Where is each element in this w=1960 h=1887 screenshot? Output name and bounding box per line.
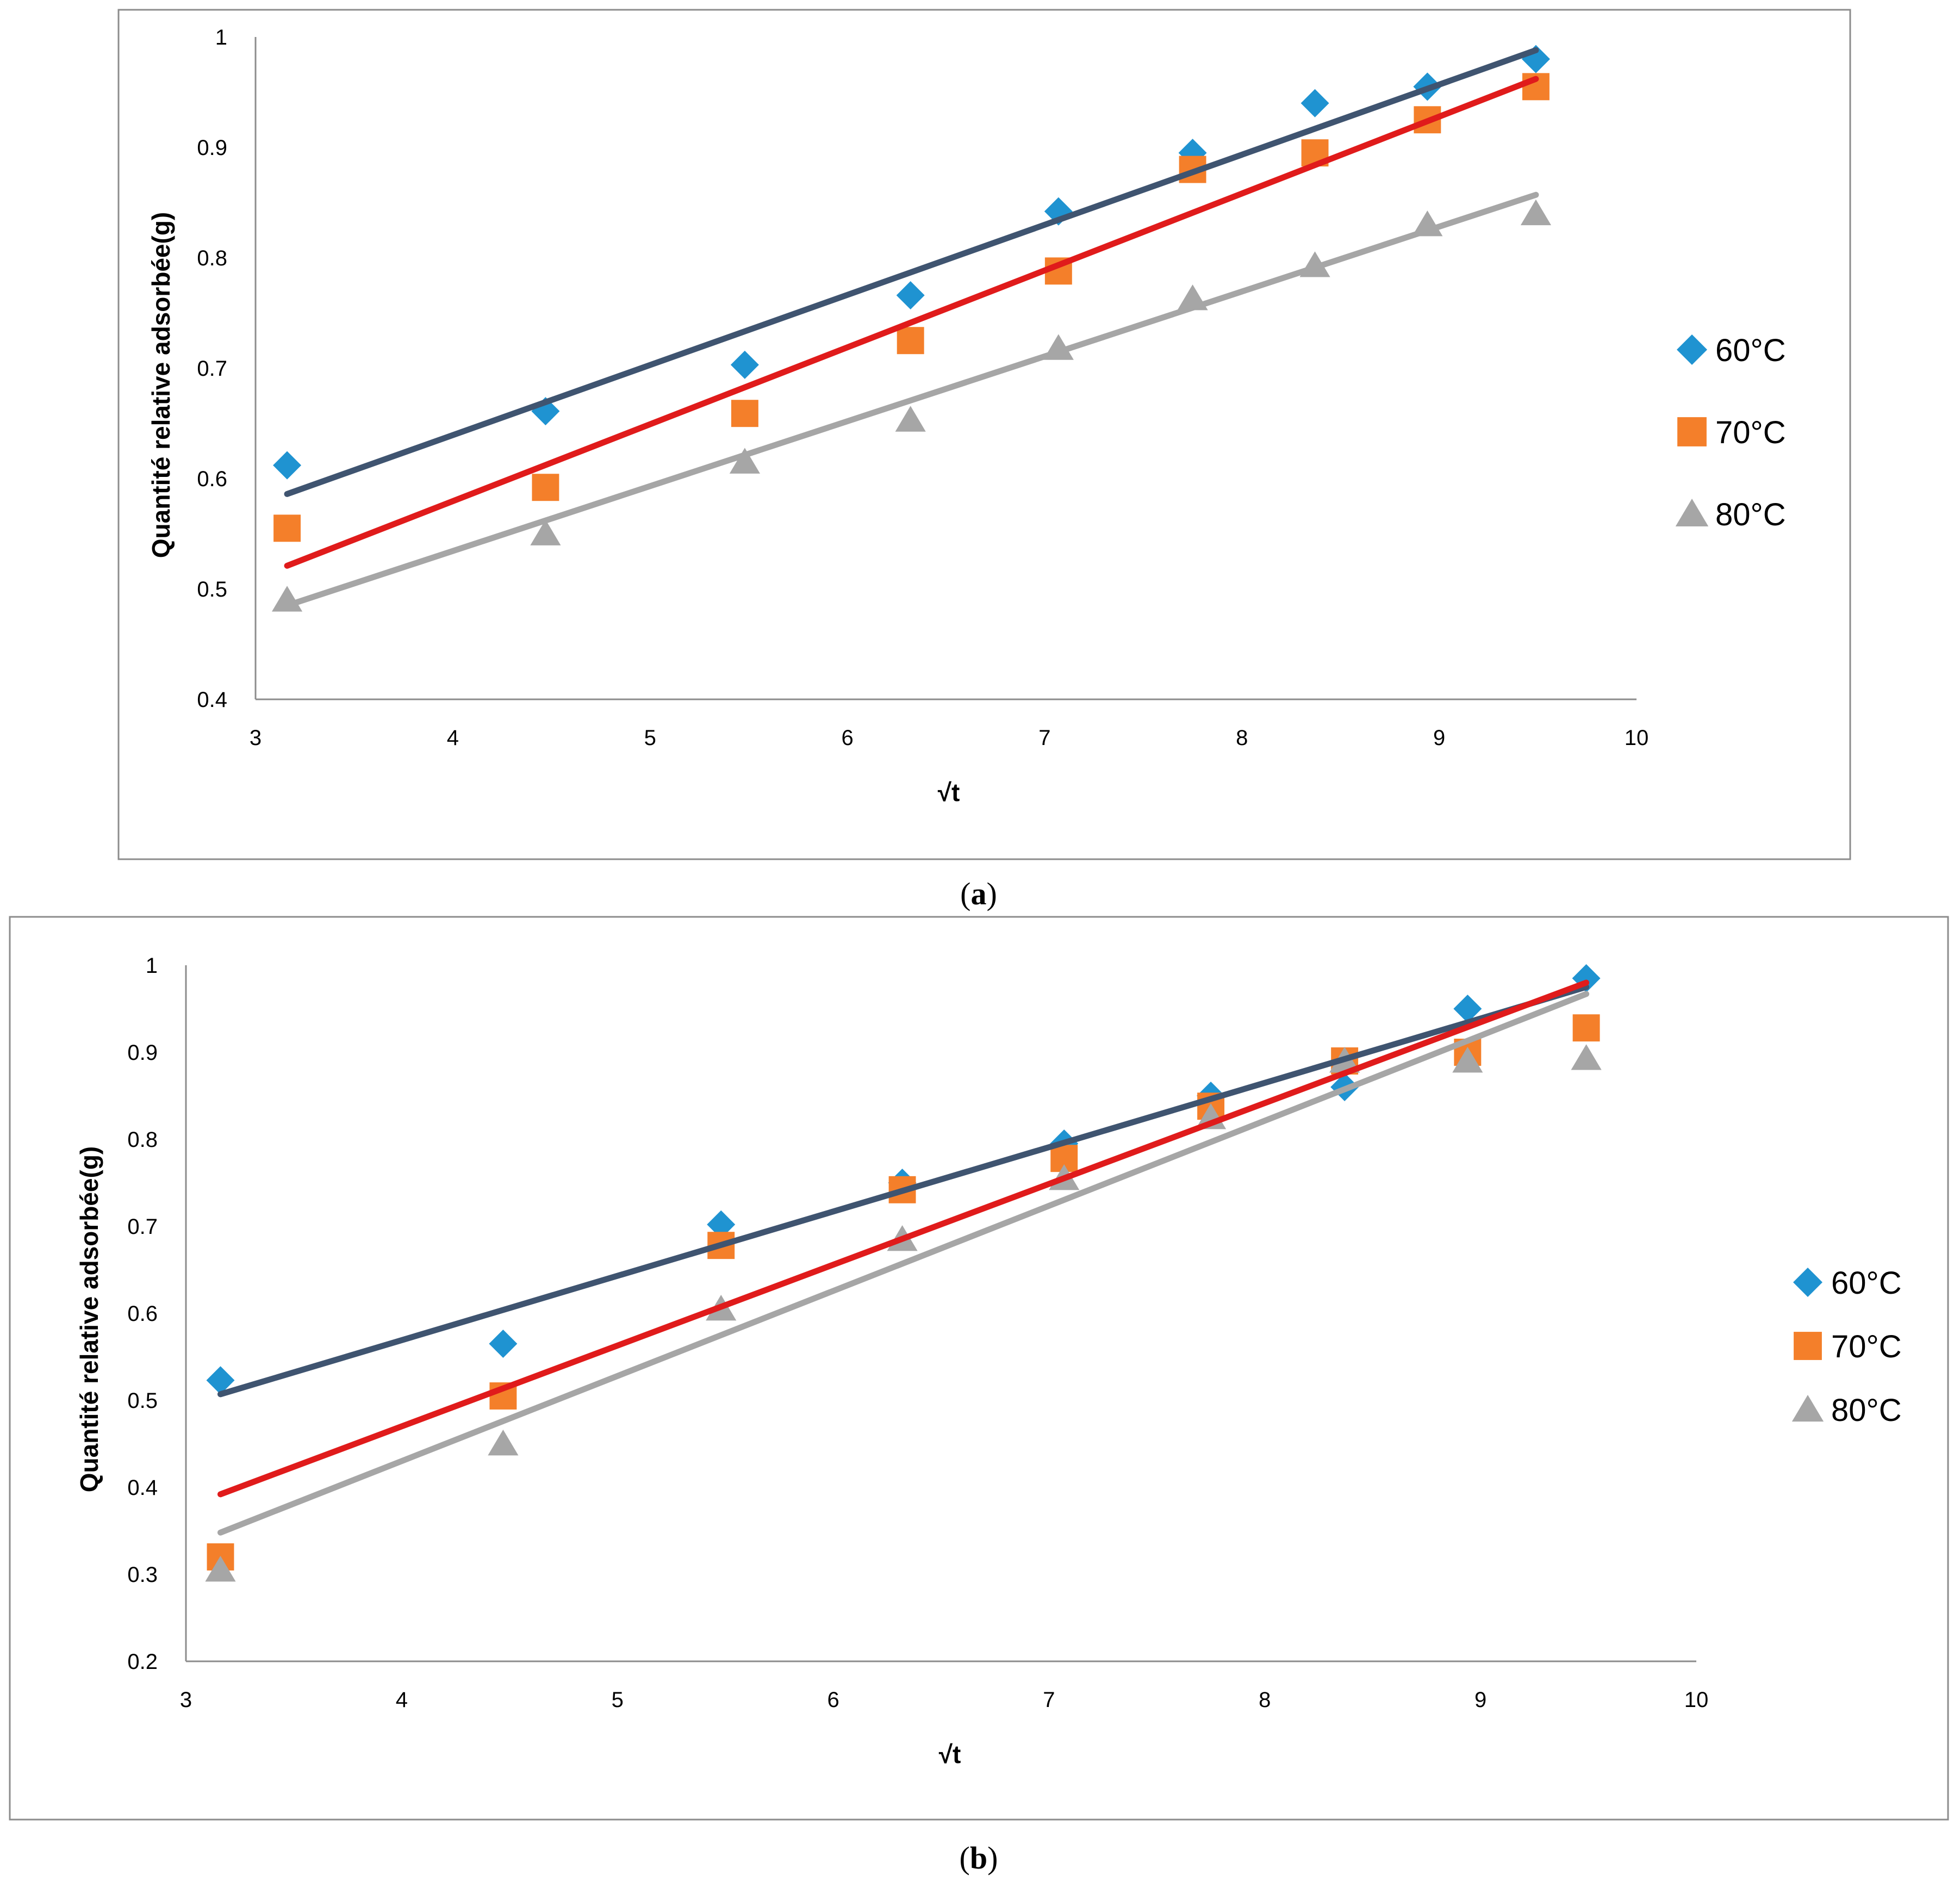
chart-a-point-diamond [730, 350, 759, 379]
chart-a-point-square [731, 400, 758, 427]
chart-a-y-tick-label: 0.8 [197, 246, 227, 270]
chart-a-point-diamond [1301, 89, 1329, 117]
chart-a-x-axis-label: √t [938, 778, 960, 806]
chart-a-y-axis-label: Quantité relative adsorbée(g) [147, 212, 175, 558]
chart-b-plot: 0.2 0.3 0.4 0.5 0.6 0.7 0.8 0.9 1 3 4 5 6 7 8 9 10 60°C 70… [127, 954, 1901, 1712]
chart-a-legend-triangle-icon [1675, 499, 1709, 526]
chart-a-x-tick-label: 4 [447, 726, 459, 750]
chart-a-point-square [532, 474, 559, 501]
chart-a-plot: 0.4 0.5 0.6 0.7 0.8 0.9 1 3 4 5 6 7 8 9 10 60°C 70°C 80°C [197, 26, 1785, 750]
chart-a-legend-label: 80°C [1715, 497, 1786, 532]
chart-a-y-tick-label: 0.4 [197, 688, 227, 712]
chart-b-trendline-2 [217, 979, 1590, 1498]
chart-panel-b: 0.2 0.3 0.4 0.5 0.6 0.7 0.8 0.9 1 3 4 5 6 7 8 9 10 60°C 70… [9, 916, 1949, 1821]
chart-b-x-axis-label: √t [939, 1740, 961, 1768]
chart-b-y-tick-label: 0.5 [127, 1389, 158, 1413]
chart-b-x-tick-label: 4 [396, 1688, 408, 1712]
chart-a-legend-diamond-icon [1677, 334, 1707, 365]
chart-a-frame [117, 9, 1851, 860]
chart-b-point-triangle [1452, 1047, 1483, 1073]
chart-b-legend-diamond-icon [1793, 1268, 1822, 1297]
chart-b-point-square [1572, 1014, 1600, 1042]
chart-a-x-tick-label: 10 [1625, 726, 1649, 750]
chart-b-legend-square-icon [1794, 1332, 1822, 1360]
chart-b-trendline-1 [217, 984, 1590, 1398]
chart-a-x-tick-label: 5 [644, 726, 656, 750]
chart-b-y-tick-label: 0.3 [127, 1563, 158, 1587]
chart-b-x-tick-label: 7 [1043, 1688, 1055, 1712]
chart-b-point-triangle [1571, 1044, 1602, 1070]
chart-b-y-tick-label: 0.4 [127, 1476, 158, 1500]
chart-b-legend-label: 80°C [1831, 1393, 1902, 1428]
chart-panel-a: 0.4 0.5 0.6 0.7 0.8 0.9 1 3 4 5 6 7 8 9 10 60°C 70°C 80°C… [117, 9, 1851, 860]
chart-a-y-tick-label: 1 [215, 26, 227, 49]
chart-a-point-triangle [729, 448, 760, 474]
chart-a-trendline-3 [284, 191, 1539, 609]
chart-a-point-diamond [896, 281, 925, 310]
chart-a-x-tick-label: 8 [1236, 726, 1248, 750]
chart-b-legend-label: 70°C [1831, 1329, 1902, 1364]
chart-a-trendline-1 [284, 47, 1539, 497]
chart-b-legend-label: 60°C [1831, 1265, 1902, 1301]
chart-a-legend-label: 60°C [1715, 333, 1786, 368]
chart-a-x-tick-label: 7 [1038, 726, 1050, 750]
chart-a-point-square [897, 327, 924, 355]
chart-b-y-axis-label: Quantité relative adsorbée(g) [75, 1146, 103, 1493]
chart-b-y-tick-label: 0.7 [127, 1215, 158, 1239]
chart-b-y-tick-label: 0.9 [127, 1041, 158, 1065]
chart-a-legend-square-icon [1677, 417, 1707, 446]
chart-a-x-tick-label: 6 [841, 726, 853, 750]
chart-a-y-tick-label: 0.6 [197, 467, 227, 491]
chart-b-x-tick-label: 6 [827, 1688, 839, 1712]
chart-b-y-tick-label: 0.2 [127, 1650, 158, 1674]
chart-b-point-diamond [489, 1330, 518, 1358]
chart-b-point-diamond [707, 1210, 736, 1239]
chart-b-y-tick-label: 0.6 [127, 1302, 158, 1326]
chart-b-trendline-3 [217, 991, 1590, 1536]
chart-a-y-tick-label: 0.5 [197, 578, 227, 601]
chart-b-x-tick-label: 10 [1684, 1688, 1709, 1712]
chart-a-point-diamond [273, 451, 302, 480]
chart-a-point-triangle [895, 406, 926, 432]
chart-b-y-tick-label: 0.8 [127, 1128, 158, 1152]
chart-a-x-tick-label: 9 [1433, 726, 1445, 750]
caption-b: (b) [960, 1840, 998, 1876]
chart-a-y-tick-label: 0.9 [197, 136, 227, 160]
chart-a-x-tick-label: 3 [250, 726, 262, 750]
chart-a-y-tick-label: 0.7 [197, 357, 227, 381]
chart-b-x-tick-label: 8 [1259, 1688, 1271, 1712]
chart-b-point-triangle [488, 1430, 519, 1456]
chart-b-point-diamond [206, 1366, 235, 1395]
chart-a-point-triangle [530, 519, 561, 545]
chart-b-legend-triangle-icon [1791, 1395, 1824, 1422]
chart-a-point-square [273, 514, 301, 542]
chart-b-point-diamond [1453, 995, 1482, 1023]
chart-b-x-tick-label: 5 [612, 1688, 624, 1712]
chart-a-legend-label: 70°C [1715, 415, 1786, 450]
chart-b-point-triangle [205, 1556, 236, 1582]
chart-b-y-tick-label: 1 [146, 954, 158, 978]
chart-a-point-triangle [1520, 199, 1552, 226]
chart-b-x-tick-label: 3 [180, 1688, 192, 1712]
chart-b-frame [9, 916, 1949, 1821]
chart-b-x-tick-label: 9 [1474, 1688, 1486, 1712]
caption-a: (a) [960, 876, 997, 911]
chart-a-trendline-2 [284, 76, 1539, 569]
